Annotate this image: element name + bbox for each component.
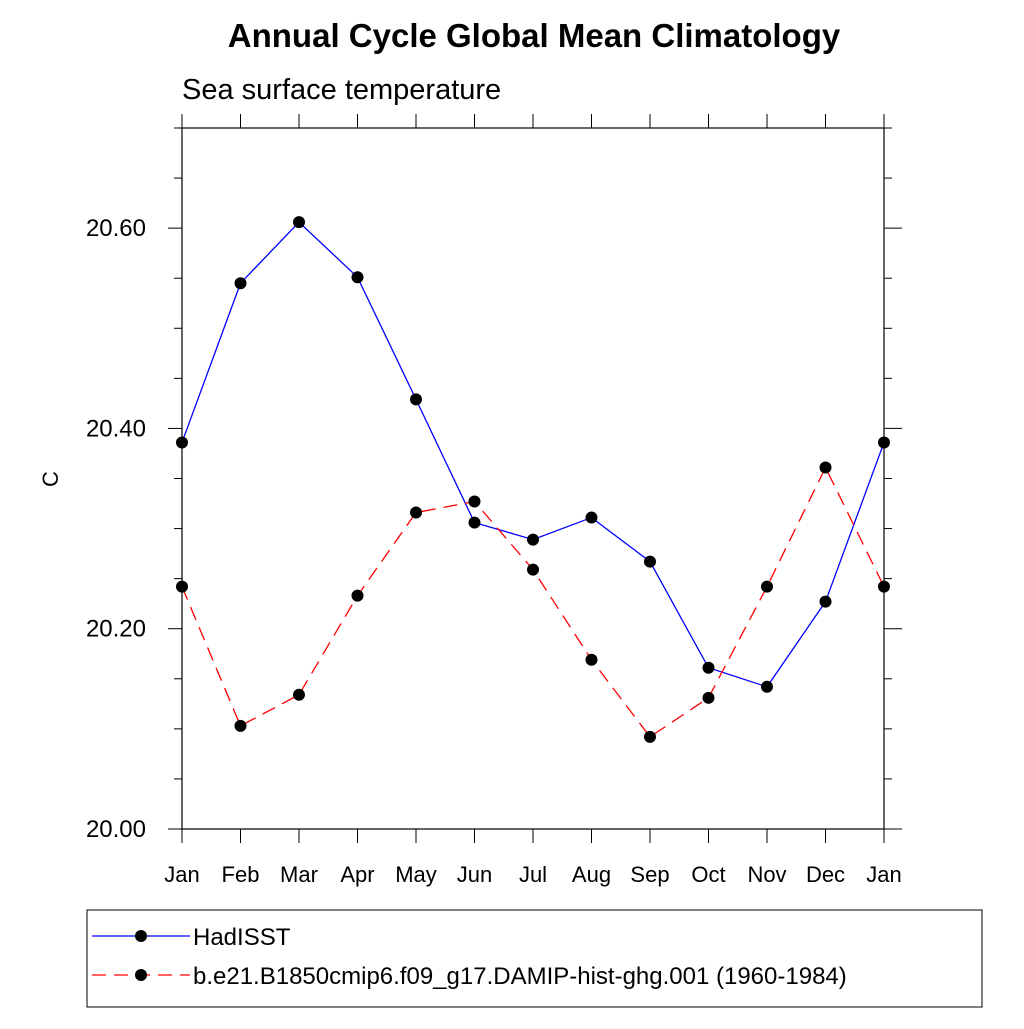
- data-point-1: [878, 580, 890, 593]
- x-tick-label: Jan: [164, 862, 199, 887]
- data-point-1: [527, 563, 539, 576]
- y-tick-label: 20.00: [86, 816, 146, 843]
- x-tick-label: Nov: [747, 862, 786, 887]
- y-axis-label: C: [38, 471, 63, 487]
- x-tick-label: Aug: [572, 862, 611, 887]
- y-tick-label: 20.60: [86, 215, 146, 242]
- data-point-1: [176, 580, 188, 593]
- data-point-1: [702, 691, 715, 704]
- x-tick-label: Jun: [457, 862, 492, 887]
- series-line-0: [181, 221, 885, 688]
- data-point-1: [819, 461, 832, 474]
- data-point-0: [234, 277, 247, 290]
- y-tick-label: 20.20: [86, 616, 146, 643]
- x-tick-label: Feb: [222, 862, 260, 887]
- chart-title: Annual Cycle Global Mean Climatology: [228, 17, 841, 54]
- data-point-1: [468, 495, 481, 508]
- chart-subtitle: Sea surface temperature: [182, 74, 501, 106]
- legend-label-1: b.e21.B1850cmip6.f09_g17.DAMIP-hist-ghg.…: [193, 963, 847, 990]
- data-point-1: [410, 506, 422, 519]
- data-point-0: [351, 271, 364, 284]
- x-tick-label: Jan: [866, 862, 901, 887]
- x-tick-label: Oct: [691, 862, 725, 887]
- series-line-1: [181, 466, 885, 738]
- x-tick-label: Jul: [519, 862, 547, 887]
- x-tick-label: Apr: [340, 862, 374, 887]
- data-point-0: [585, 511, 598, 524]
- data-point-0: [644, 555, 656, 568]
- x-tick-label: Mar: [280, 862, 318, 887]
- data-point-0: [527, 533, 539, 546]
- y-tick-label: 20.40: [86, 415, 146, 442]
- x-tick-label: May: [395, 862, 437, 887]
- data-point-0: [410, 393, 422, 406]
- x-tick-label: Sep: [630, 862, 669, 887]
- data-point-0: [819, 595, 832, 608]
- data-point-1: [585, 653, 598, 666]
- data-point-1: [293, 688, 305, 701]
- data-point-0: [761, 680, 773, 693]
- data-point-0: [702, 661, 715, 674]
- legend-box: [86, 909, 983, 1008]
- data-point-1: [644, 730, 656, 743]
- data-point-0: [176, 436, 188, 449]
- data-point-0: [878, 436, 890, 449]
- legend-marker-0: [135, 930, 147, 942]
- data-point-1: [234, 719, 247, 732]
- data-point-0: [293, 216, 305, 229]
- legend-marker-1: [135, 969, 147, 981]
- x-tick-label: Dec: [806, 862, 845, 887]
- plot-frame: [181, 127, 885, 830]
- data-point-1: [351, 589, 364, 602]
- legend-label-0: HadISST: [193, 924, 291, 951]
- data-point-1: [761, 580, 773, 593]
- data-point-0: [468, 516, 481, 529]
